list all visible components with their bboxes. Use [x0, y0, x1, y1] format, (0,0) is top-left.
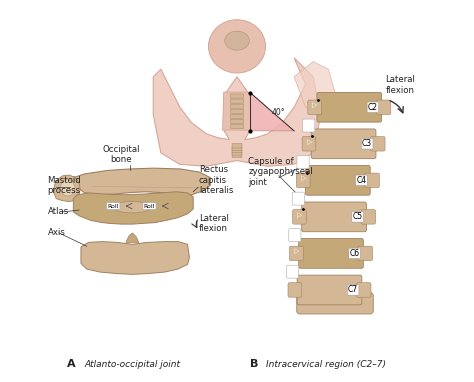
FancyBboxPatch shape [361, 210, 375, 224]
Text: C5: C5 [353, 212, 363, 222]
FancyBboxPatch shape [288, 283, 302, 297]
FancyBboxPatch shape [308, 100, 321, 115]
FancyBboxPatch shape [358, 246, 373, 261]
Text: ▷: ▷ [312, 102, 318, 108]
FancyBboxPatch shape [230, 114, 244, 118]
Ellipse shape [225, 31, 249, 50]
Text: 40°: 40° [271, 108, 285, 117]
FancyBboxPatch shape [230, 119, 244, 123]
Polygon shape [81, 242, 190, 274]
Text: Atlas: Atlas [47, 207, 69, 217]
Polygon shape [73, 168, 210, 195]
FancyBboxPatch shape [356, 283, 371, 297]
FancyBboxPatch shape [230, 125, 244, 129]
FancyBboxPatch shape [290, 246, 303, 261]
Ellipse shape [113, 201, 151, 213]
Text: Rectus
capitis
lateralis: Rectus capitis lateralis [199, 165, 233, 195]
Text: A: A [67, 359, 76, 369]
FancyBboxPatch shape [302, 202, 366, 232]
Polygon shape [294, 62, 336, 115]
FancyBboxPatch shape [230, 104, 244, 108]
FancyBboxPatch shape [306, 165, 370, 195]
FancyBboxPatch shape [311, 129, 376, 159]
Polygon shape [250, 93, 294, 131]
FancyBboxPatch shape [232, 153, 242, 157]
Text: Roll: Roll [108, 204, 119, 209]
Polygon shape [222, 92, 252, 130]
FancyBboxPatch shape [317, 92, 382, 122]
FancyBboxPatch shape [286, 265, 299, 278]
Text: Roll: Roll [144, 204, 155, 209]
FancyBboxPatch shape [376, 100, 391, 115]
Text: Intracervical region (C2–7): Intracervical region (C2–7) [265, 360, 385, 369]
FancyBboxPatch shape [296, 173, 310, 188]
Text: ▷: ▷ [307, 139, 312, 145]
Text: ▷: ▷ [297, 212, 302, 218]
Text: C7: C7 [348, 285, 358, 295]
FancyBboxPatch shape [232, 146, 242, 151]
Text: B: B [250, 359, 258, 369]
Polygon shape [73, 192, 193, 224]
Polygon shape [153, 58, 321, 166]
Text: ▷: ▷ [294, 249, 300, 254]
FancyBboxPatch shape [303, 119, 315, 132]
Text: C3: C3 [362, 139, 372, 148]
Text: C4: C4 [356, 176, 366, 185]
FancyBboxPatch shape [289, 229, 301, 242]
Text: Occipital
bone: Occipital bone [102, 145, 140, 164]
Ellipse shape [209, 20, 265, 73]
FancyBboxPatch shape [365, 173, 379, 188]
FancyBboxPatch shape [297, 293, 373, 314]
FancyBboxPatch shape [299, 239, 364, 268]
FancyBboxPatch shape [230, 109, 244, 113]
FancyBboxPatch shape [302, 137, 316, 151]
Text: Atlanto-occipital joint: Atlanto-occipital joint [85, 360, 181, 369]
Text: Lateral
flexion: Lateral flexion [199, 214, 229, 233]
FancyBboxPatch shape [232, 148, 242, 153]
FancyBboxPatch shape [292, 192, 304, 205]
FancyBboxPatch shape [371, 137, 385, 151]
Text: C2: C2 [368, 103, 378, 112]
Text: Capsule of
zygapophyseal
joint: Capsule of zygapophyseal joint [248, 157, 313, 187]
Text: Lateral
flexion: Lateral flexion [385, 76, 415, 95]
FancyBboxPatch shape [232, 143, 242, 148]
Polygon shape [54, 175, 80, 202]
Polygon shape [126, 233, 139, 243]
Text: Axis: Axis [47, 228, 65, 237]
Text: Mastoid
process: Mastoid process [47, 176, 81, 195]
FancyBboxPatch shape [297, 275, 362, 305]
Ellipse shape [60, 180, 75, 196]
FancyBboxPatch shape [232, 151, 242, 155]
FancyBboxPatch shape [292, 210, 306, 224]
Text: C6: C6 [349, 249, 360, 258]
Text: ▷: ▷ [301, 175, 306, 181]
FancyBboxPatch shape [230, 99, 244, 103]
FancyBboxPatch shape [297, 155, 309, 168]
FancyBboxPatch shape [230, 94, 244, 98]
